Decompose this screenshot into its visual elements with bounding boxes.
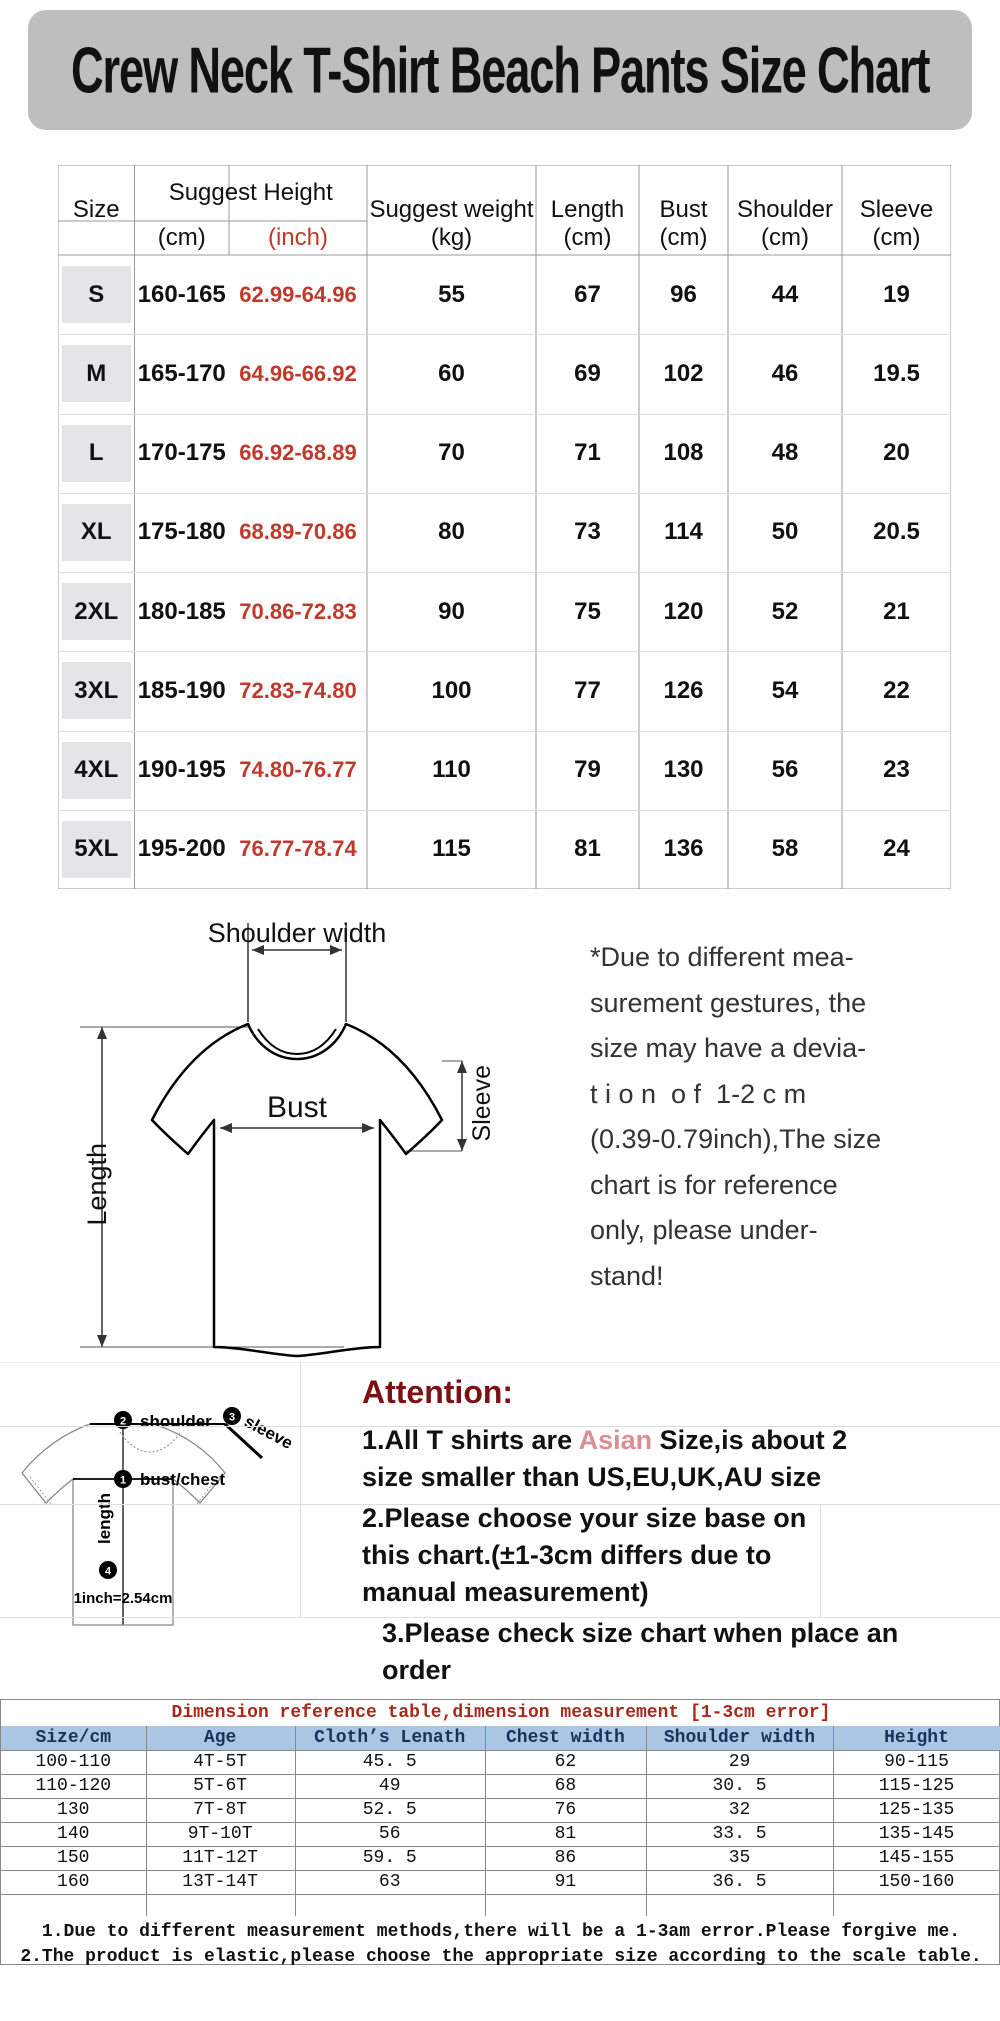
- svg-text:Shoulder width: Shoulder width: [208, 918, 387, 948]
- svg-text:Bust: Bust: [267, 1091, 328, 1124]
